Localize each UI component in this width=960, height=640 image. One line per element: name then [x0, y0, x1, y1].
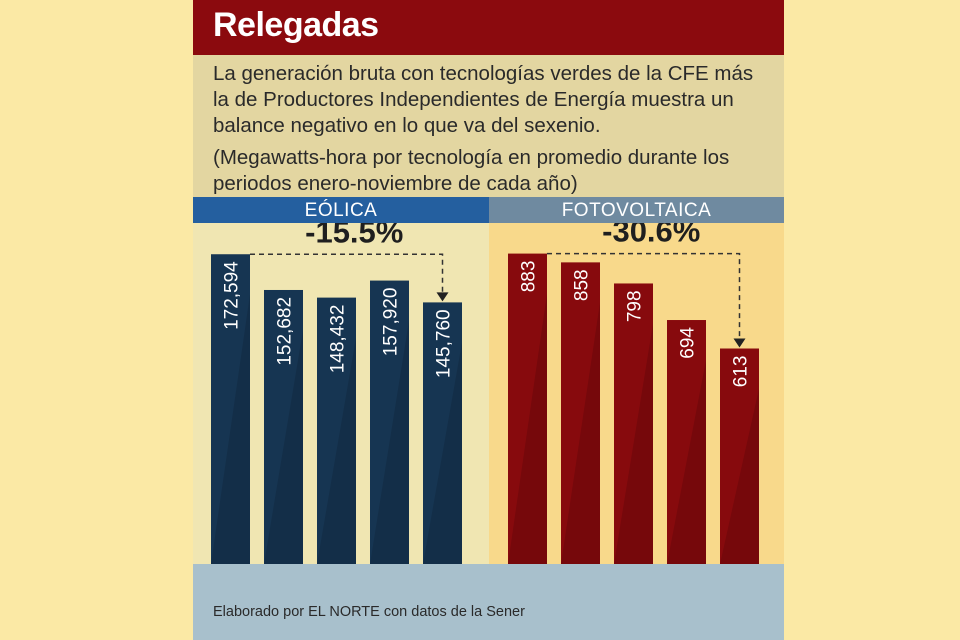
bar-charts: 172,59418152,68219148,43220157,92021145,… [211, 223, 759, 591]
value-label: 148,432 [328, 305, 349, 374]
change-arrowhead [733, 338, 746, 348]
eolica-header: EÓLICA [193, 197, 489, 223]
change-arrowhead [436, 292, 449, 302]
source-credit: Elaborado por EL NORTE con datos de la S… [213, 604, 525, 620]
units-note: (Megawatts-hora por tecnología en promed… [213, 146, 730, 195]
fotovoltaica-header: FOTOVOLTAICA [489, 197, 784, 223]
infographic-card: Relegadas La generación bruta con tecnol… [193, 0, 784, 640]
bar-eolica-19 [264, 289, 303, 564]
bar-shade [370, 320, 409, 564]
description-text: La generación bruta con tecnologías verd… [213, 62, 754, 137]
bar-fotovoltaica-18 [508, 253, 547, 564]
change-connector [250, 253, 444, 295]
chart-title: Relegadas [213, 6, 379, 44]
value-label: 152,682 [275, 297, 296, 366]
change-annotation: -15.5% [305, 223, 403, 249]
x-axis-band [193, 564, 784, 640]
bar-fotovoltaica-22 [720, 348, 759, 564]
value-label: 883 [519, 261, 540, 293]
bar-shade [423, 342, 462, 564]
intro-box: La generación bruta con tecnologías verd… [193, 55, 784, 197]
bar-eolica-18 [211, 254, 250, 564]
bar-shade [508, 293, 547, 564]
value-label: 157,920 [381, 288, 402, 357]
value-label: 798 [625, 290, 646, 322]
value-label: 172,594 [222, 261, 243, 330]
change-connector [547, 252, 741, 341]
bar-fotovoltaica-20 [614, 283, 653, 564]
title-bar: Relegadas [193, 0, 784, 55]
value-label: 145,760 [434, 309, 455, 378]
bar-eolica-22 [423, 302, 462, 564]
value-label: 858 [572, 269, 593, 301]
bar-fotovoltaica-21 [667, 320, 706, 564]
value-label: 694 [678, 327, 699, 359]
bar-eolica-20 [317, 297, 356, 564]
bar-eolica-21 [370, 280, 409, 564]
change-annotation: -30.6% [602, 223, 700, 249]
bar-fotovoltaica-19 [561, 262, 600, 564]
value-label: 613 [731, 356, 752, 388]
bar-shade [667, 360, 706, 564]
bar-shade [317, 337, 356, 564]
